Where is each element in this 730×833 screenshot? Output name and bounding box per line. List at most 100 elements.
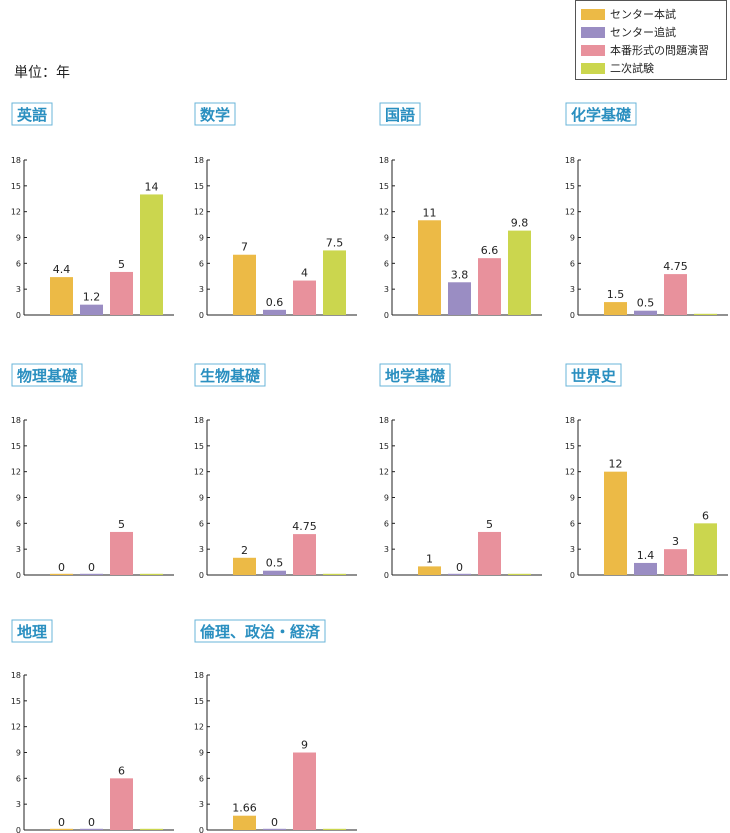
y-tick-label: 3 <box>570 545 575 554</box>
chart-title-box <box>194 363 266 387</box>
bar <box>508 573 531 575</box>
bar-value-label: 0.5 <box>637 297 655 310</box>
bar <box>664 274 687 315</box>
legend-item: センター追試 <box>581 24 676 40</box>
y-tick-label: 3 <box>16 800 21 809</box>
bar <box>323 573 346 575</box>
legend-swatch <box>581 26 605 38</box>
chart-title: 物理基礎 <box>17 367 78 385</box>
y-tick-label: 0 <box>199 311 204 320</box>
y-tick-label: 6 <box>16 774 21 783</box>
bar-value-label: 0 <box>88 816 95 829</box>
bar-value-label: 1.4 <box>637 549 655 562</box>
bar-value-label: 9.8 <box>511 217 529 230</box>
y-tick-label: 18 <box>379 156 389 165</box>
y-tick-label: 6 <box>16 519 21 528</box>
bar <box>293 752 316 830</box>
y-tick-label: 9 <box>384 234 389 243</box>
bar <box>80 304 103 315</box>
bar <box>323 828 346 830</box>
bar-value-label: 0 <box>456 561 463 574</box>
y-tick-label: 12 <box>194 208 204 217</box>
y-tick-label: 15 <box>565 182 575 191</box>
bar <box>110 778 133 830</box>
chart-title: 地学基礎 <box>385 367 446 385</box>
y-tick-label: 3 <box>16 285 21 294</box>
bar-value-label: 12 <box>609 458 623 471</box>
y-tick-label: 12 <box>194 468 204 477</box>
legend-label: 二次試験 <box>610 62 654 75</box>
bar-value-label: 11 <box>423 206 437 219</box>
y-tick-label: 3 <box>570 285 575 294</box>
bar <box>604 302 627 315</box>
y-tick-label: 12 <box>11 208 21 217</box>
y-tick-label: 6 <box>16 259 21 268</box>
y-tick-label: 18 <box>194 156 204 165</box>
y-tick-label: 3 <box>384 545 389 554</box>
y-tick-label: 9 <box>570 494 575 503</box>
bar <box>418 566 441 575</box>
bar-value-label: 0.5 <box>266 557 284 570</box>
bar <box>323 250 346 315</box>
bar-value-label: 1.2 <box>83 291 101 304</box>
bar <box>418 220 441 315</box>
bar-value-label: 3 <box>672 535 679 548</box>
chart-title-box <box>565 102 637 126</box>
bar-value-label: 0 <box>271 816 278 829</box>
bar <box>694 523 717 575</box>
y-tick-label: 9 <box>199 749 204 758</box>
y-tick-label: 0 <box>570 571 575 580</box>
bar-value-label: 1 <box>426 552 433 565</box>
bar <box>508 230 531 315</box>
bar <box>110 531 133 575</box>
bar <box>80 828 103 830</box>
y-tick-label: 6 <box>199 774 204 783</box>
bar-value-label: 2 <box>241 544 248 557</box>
y-tick-label: 18 <box>11 416 21 425</box>
chart-title-box <box>194 619 326 643</box>
bar <box>140 828 163 830</box>
unit-label: 単位：年 <box>14 65 70 81</box>
bar-value-label: 0 <box>58 561 65 574</box>
y-tick-label: 0 <box>384 571 389 580</box>
bar <box>50 573 73 575</box>
bar <box>694 313 717 315</box>
bar <box>478 258 501 315</box>
bar <box>50 828 73 830</box>
bar-value-label: 5 <box>118 258 125 271</box>
y-tick-label: 0 <box>199 571 204 580</box>
y-tick-label: 15 <box>379 182 389 191</box>
chart-title-box <box>379 102 421 126</box>
bar <box>478 531 501 575</box>
bar <box>664 549 687 575</box>
y-tick-label: 0 <box>16 826 21 833</box>
y-tick-label: 0 <box>384 311 389 320</box>
bar-value-label: 1.5 <box>607 288 625 301</box>
chart-title-box <box>379 363 451 387</box>
y-tick-label: 18 <box>11 156 21 165</box>
y-tick-label: 3 <box>16 545 21 554</box>
legend-item: 本番形式の問題演習 <box>581 42 709 58</box>
bar <box>634 562 657 575</box>
bar <box>110 271 133 315</box>
y-tick-label: 6 <box>384 259 389 268</box>
y-tick-label: 12 <box>565 208 575 217</box>
bar-value-label: 1.66 <box>232 802 257 815</box>
bar <box>140 194 163 315</box>
bar <box>448 282 471 315</box>
y-tick-label: 18 <box>194 671 204 680</box>
y-tick-label: 0 <box>570 311 575 320</box>
y-tick-label: 15 <box>11 442 21 451</box>
y-tick-label: 12 <box>11 468 21 477</box>
legend-label: センター本試 <box>610 8 676 21</box>
y-tick-label: 6 <box>570 259 575 268</box>
y-tick-label: 6 <box>199 519 204 528</box>
legend-item: センター本試 <box>581 6 676 22</box>
y-tick-label: 18 <box>565 156 575 165</box>
y-tick-label: 15 <box>379 442 389 451</box>
bar-value-label: 5 <box>118 518 125 531</box>
bar <box>50 277 73 315</box>
y-tick-label: 9 <box>570 234 575 243</box>
bar-value-label: 6.6 <box>481 244 499 257</box>
bar <box>604 471 627 575</box>
